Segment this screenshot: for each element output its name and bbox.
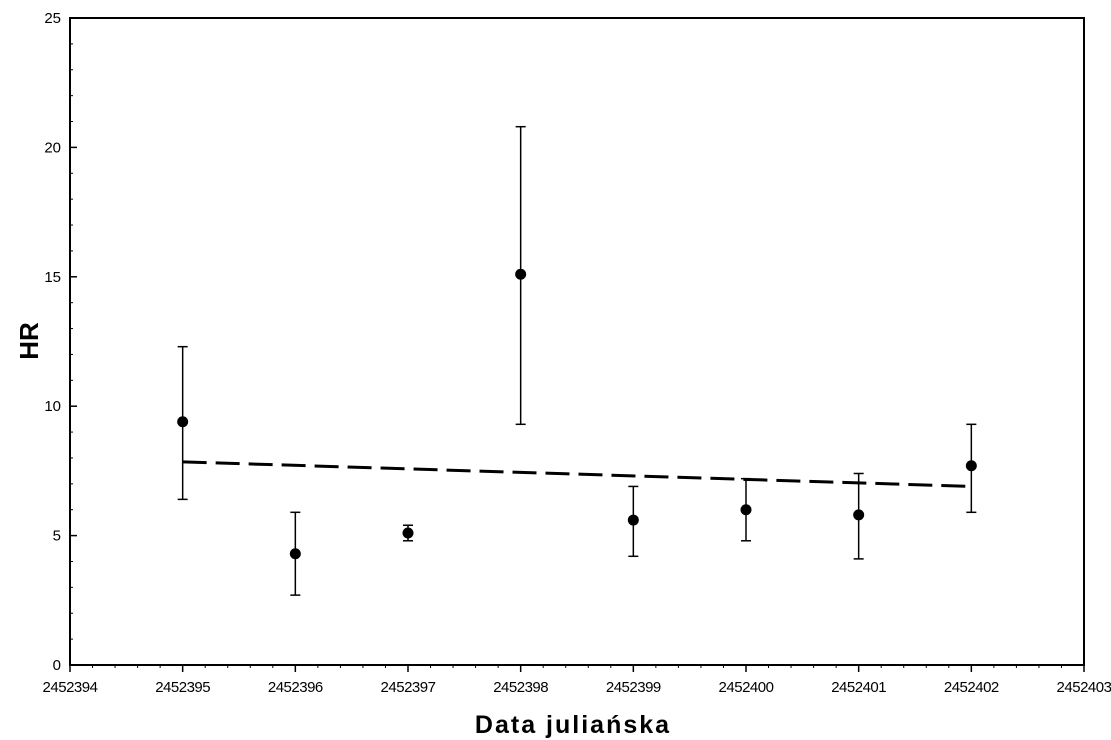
x-tick-label: 2452399 xyxy=(606,679,661,696)
x-tick-label: 2452397 xyxy=(381,679,436,696)
x-tick-label: 2452400 xyxy=(719,679,774,696)
x-axis-ticks: 2452394 2452395 2452396 2452397 2452398 24523… xyxy=(43,665,1111,696)
x-tick-label: 2452401 xyxy=(831,679,886,696)
y-tick-label: 0 xyxy=(53,657,61,674)
x-tick-label: 2452395 xyxy=(155,679,210,696)
x-tick-label: 2452398 xyxy=(493,679,548,696)
data-point xyxy=(177,416,189,428)
y-tick-label: 10 xyxy=(44,398,61,415)
y-tick-label: 5 xyxy=(53,528,61,545)
y-tick-label: 15 xyxy=(44,269,61,286)
data-point xyxy=(289,548,301,560)
y-axis-ticks: 0 5 10 15 20 25 xyxy=(44,10,77,674)
data-point xyxy=(965,460,977,472)
y-tick-label: 25 xyxy=(44,10,61,27)
error-bars-group xyxy=(177,125,977,596)
data-point xyxy=(627,514,639,526)
data-points-group xyxy=(177,268,977,560)
x-tick-label: 2452402 xyxy=(944,679,999,696)
plot-area-frame xyxy=(69,17,1085,666)
x-axis-title: Data juliańska xyxy=(475,711,671,739)
y-axis-title: HR xyxy=(14,322,44,360)
data-point xyxy=(853,509,865,521)
x-tick-label: 2452394 xyxy=(43,679,98,696)
x-tick-label: 2452396 xyxy=(268,679,323,696)
trend-line-group xyxy=(182,460,972,488)
data-point xyxy=(740,504,752,516)
data-point xyxy=(515,268,527,280)
y-tick-label: 20 xyxy=(44,139,61,156)
x-tick-label: 2452403 xyxy=(1057,679,1111,696)
data-point xyxy=(402,527,414,539)
trend-line xyxy=(182,460,972,488)
